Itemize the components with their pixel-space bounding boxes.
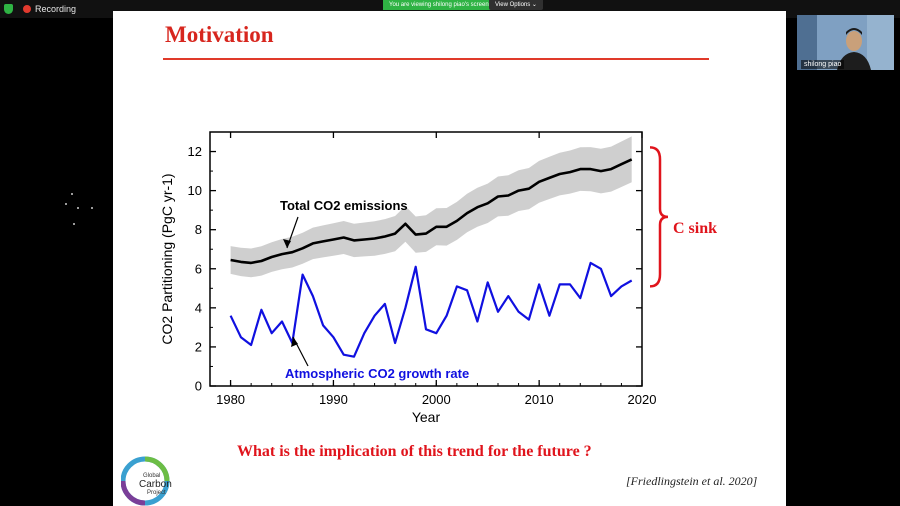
x-tick-label: 2000 — [422, 392, 451, 407]
logo-text-global: Global — [143, 473, 160, 479]
recording-label: Recording — [35, 4, 77, 14]
view-options-label: View Options — [495, 2, 531, 8]
viewing-screen-banner: You are viewing shilong piao's screen — [383, 0, 495, 10]
x-tick-label: 1990 — [319, 392, 348, 407]
y-tick-label: 12 — [188, 144, 202, 159]
co2-partitioning-chart: 1980 1990 2000 2010 2020 0 2 4 6 8 10 12 Year CO2 Par… — [159, 131, 669, 425]
y-tick-label: 8 — [195, 222, 202, 237]
emissions-uncertainty-band — [230, 136, 632, 278]
emissions-arrowhead — [283, 239, 291, 248]
x-tick-label: 2020 — [628, 392, 657, 407]
y-tick-label: 4 — [195, 300, 202, 315]
title-underline — [163, 58, 709, 60]
question-text: What is the implication of this trend fo… — [237, 443, 592, 460]
shared-slide: Motivation 1980 1990 2000 2010 2020 0 2 4 6 8 10 12… — [113, 11, 786, 506]
y-tick-label: 0 — [195, 379, 202, 394]
recording-indicator[interactable]: Recording — [4, 2, 76, 16]
logo-text-carbon: Carbon — [139, 479, 172, 490]
citation: [Friedlingstein et al. 2020] — [626, 474, 758, 488]
y-tick-label: 2 — [195, 339, 202, 354]
x-axis-label: Year — [412, 409, 441, 425]
security-shield-icon[interactable] — [4, 4, 13, 14]
logo-text-project: Project — [147, 490, 166, 496]
y-tick-label: 6 — [195, 261, 202, 276]
chevron-down-icon: ⌄ — [531, 2, 537, 8]
participant-video-feed — [797, 15, 894, 70]
growth-rate-annotation: Atmospheric CO2 growth rate — [285, 366, 469, 381]
cursor-artifact — [65, 193, 93, 225]
emissions-series-line — [230, 158, 633, 265]
view-options-button[interactable]: View Options ⌄ — [489, 0, 543, 10]
x-tick-label: 1980 — [216, 392, 245, 407]
participant-video-tile[interactable] — [797, 15, 894, 70]
plot-frame — [209, 131, 643, 387]
growth-rate-series-line — [229, 261, 633, 358]
c-sink-label: C sink — [673, 220, 718, 237]
record-dot-icon — [23, 5, 31, 13]
slide-title: Motivation — [165, 22, 274, 47]
y-axis-label: CO2 Partitioning (PgC yr-1) — [159, 173, 175, 344]
participant-name: shilong piao — [801, 60, 845, 69]
growth-rate-arrowhead — [291, 337, 298, 347]
emissions-annotation: Total CO2 emissions — [280, 198, 408, 213]
x-tick-label: 2010 — [525, 392, 554, 407]
y-tick-label: 10 — [188, 183, 202, 198]
c-sink-brace — [649, 146, 669, 288]
global-carbon-project-logo: Global Carbon Project — [121, 456, 172, 506]
